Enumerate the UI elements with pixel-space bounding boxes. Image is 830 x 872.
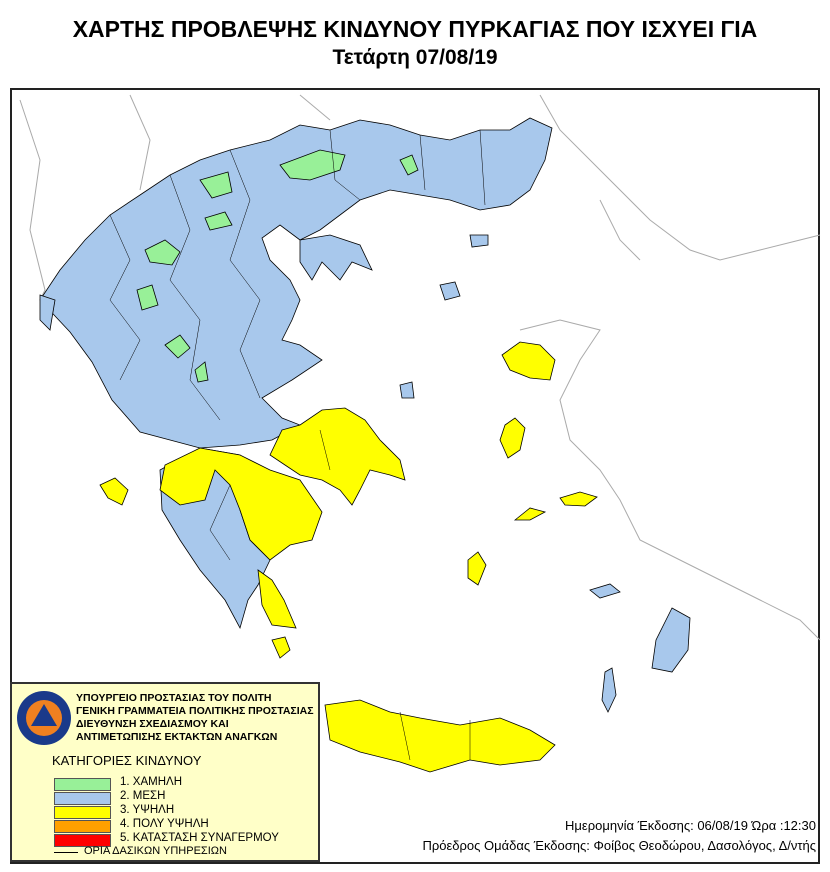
neighbor-countries [19,94,821,641]
forest-service-boundaries [109,129,486,761]
category-label: 1. ΧΑΜΗΛΗ [120,776,182,788]
island-chios [499,417,526,459]
green-zone [136,284,159,311]
civil-protection-logo [17,691,71,745]
map-date: Τετάρτη 07/08/19 [332,46,498,69]
island-kefalonia [99,477,129,506]
issuer: Πρόεδρος Ομάδας Έκδοσης: Φοίβος Θεοδώρου… [422,838,816,853]
island-ikaria [513,507,547,521]
island-lesvos [501,341,556,381]
org-line: ΑΝΤΙΜΕΤΩΠΙΣΗΣ ΕΚΤΑΚΤΩΝ ΑΝΑΓΚΩΝ [76,731,278,743]
island-corfu [39,294,56,331]
green-zone [144,239,181,266]
island-naxos [467,551,487,586]
org-line: ΔΙΕΥΘΥΝΣΗ ΣΧΕΔΙΑΣΜΟΥ ΚΑΙ [76,718,229,730]
green-zone [194,361,209,383]
island-lemnos [439,281,461,301]
category-label: 2. ΜΕΣΗ [120,790,166,802]
island-karpathos [601,667,617,713]
island-kythira [271,636,291,659]
region-chalkidiki [299,234,373,281]
swatch-high [54,806,111,819]
swatch-alarm [54,834,111,847]
boundary-label: ΟΡΙΑ ΔΑΣΙΚΩΝ ΥΠΗΡΕΣΙΩΝ [84,845,227,857]
island-skyros [399,381,415,399]
issue-date: Ημερομηνία Έκδοσης: 06/08/19 Ώρα :12:30 [565,818,816,833]
green-zone [279,149,346,181]
green-zone [204,211,233,231]
legend-panel: ΥΠΟΥΡΓΕΙΟ ΠΡΟΣΤΑΣΙΑΣ ΤΟΥ ΠΟΛΙΤΗ ΓΕΝΙΚΗ Γ… [10,682,320,862]
region-attica-evia [269,407,406,506]
island-thasos [469,234,489,248]
map-title: ΧΑΡΤΗΣ ΠΡΟΒΛΕΨΗΣ ΚΙΝΔΥΝΟΥ ΠΥΡΚΑΓΙΑΣ ΠΟΥ … [72,16,758,42]
green-zone [399,154,419,176]
map-frame [10,88,820,864]
region-peloponnese-yellow [159,447,323,561]
category-label: 3. ΥΨΗΛΗ [120,804,175,816]
swatch-medium [54,792,111,805]
region-laconia [257,569,297,629]
green-zone [164,334,191,359]
island-samos [559,491,598,507]
org-line: ΥΠΟΥΡΓΕΙΟ ΠΡΟΣΤΑΣΙΑΣ ΤΟΥ ΠΟΛΙΤΗ [76,692,272,704]
island-rhodes [651,607,691,673]
green-zone [199,171,233,199]
swatch-very-high [54,820,111,833]
swatch-low [54,778,111,791]
category-label: 4. ΠΟΛΥ ΥΨΗΛΗ [120,818,209,830]
boundary-line-symbol [54,852,78,853]
category-label: 5. ΚΑΤΑΣΤΑΣΗ ΣΥΝΑΓΕΡΜΟΥ [120,832,279,844]
org-line: ΓΕΝΙΚΗ ΓΡΑΜΜΑΤΕΙΑ ΠΟΛΙΤΙΚΗΣ ΠΡΟΣΤΑΣΙΑΣ [76,705,314,717]
categories-title: ΚΑΤΗΓΟΡΙΕΣ ΚΙΝΔΥΝΟΥ [52,753,202,768]
island-kos [589,583,621,599]
region-crete [324,699,556,773]
